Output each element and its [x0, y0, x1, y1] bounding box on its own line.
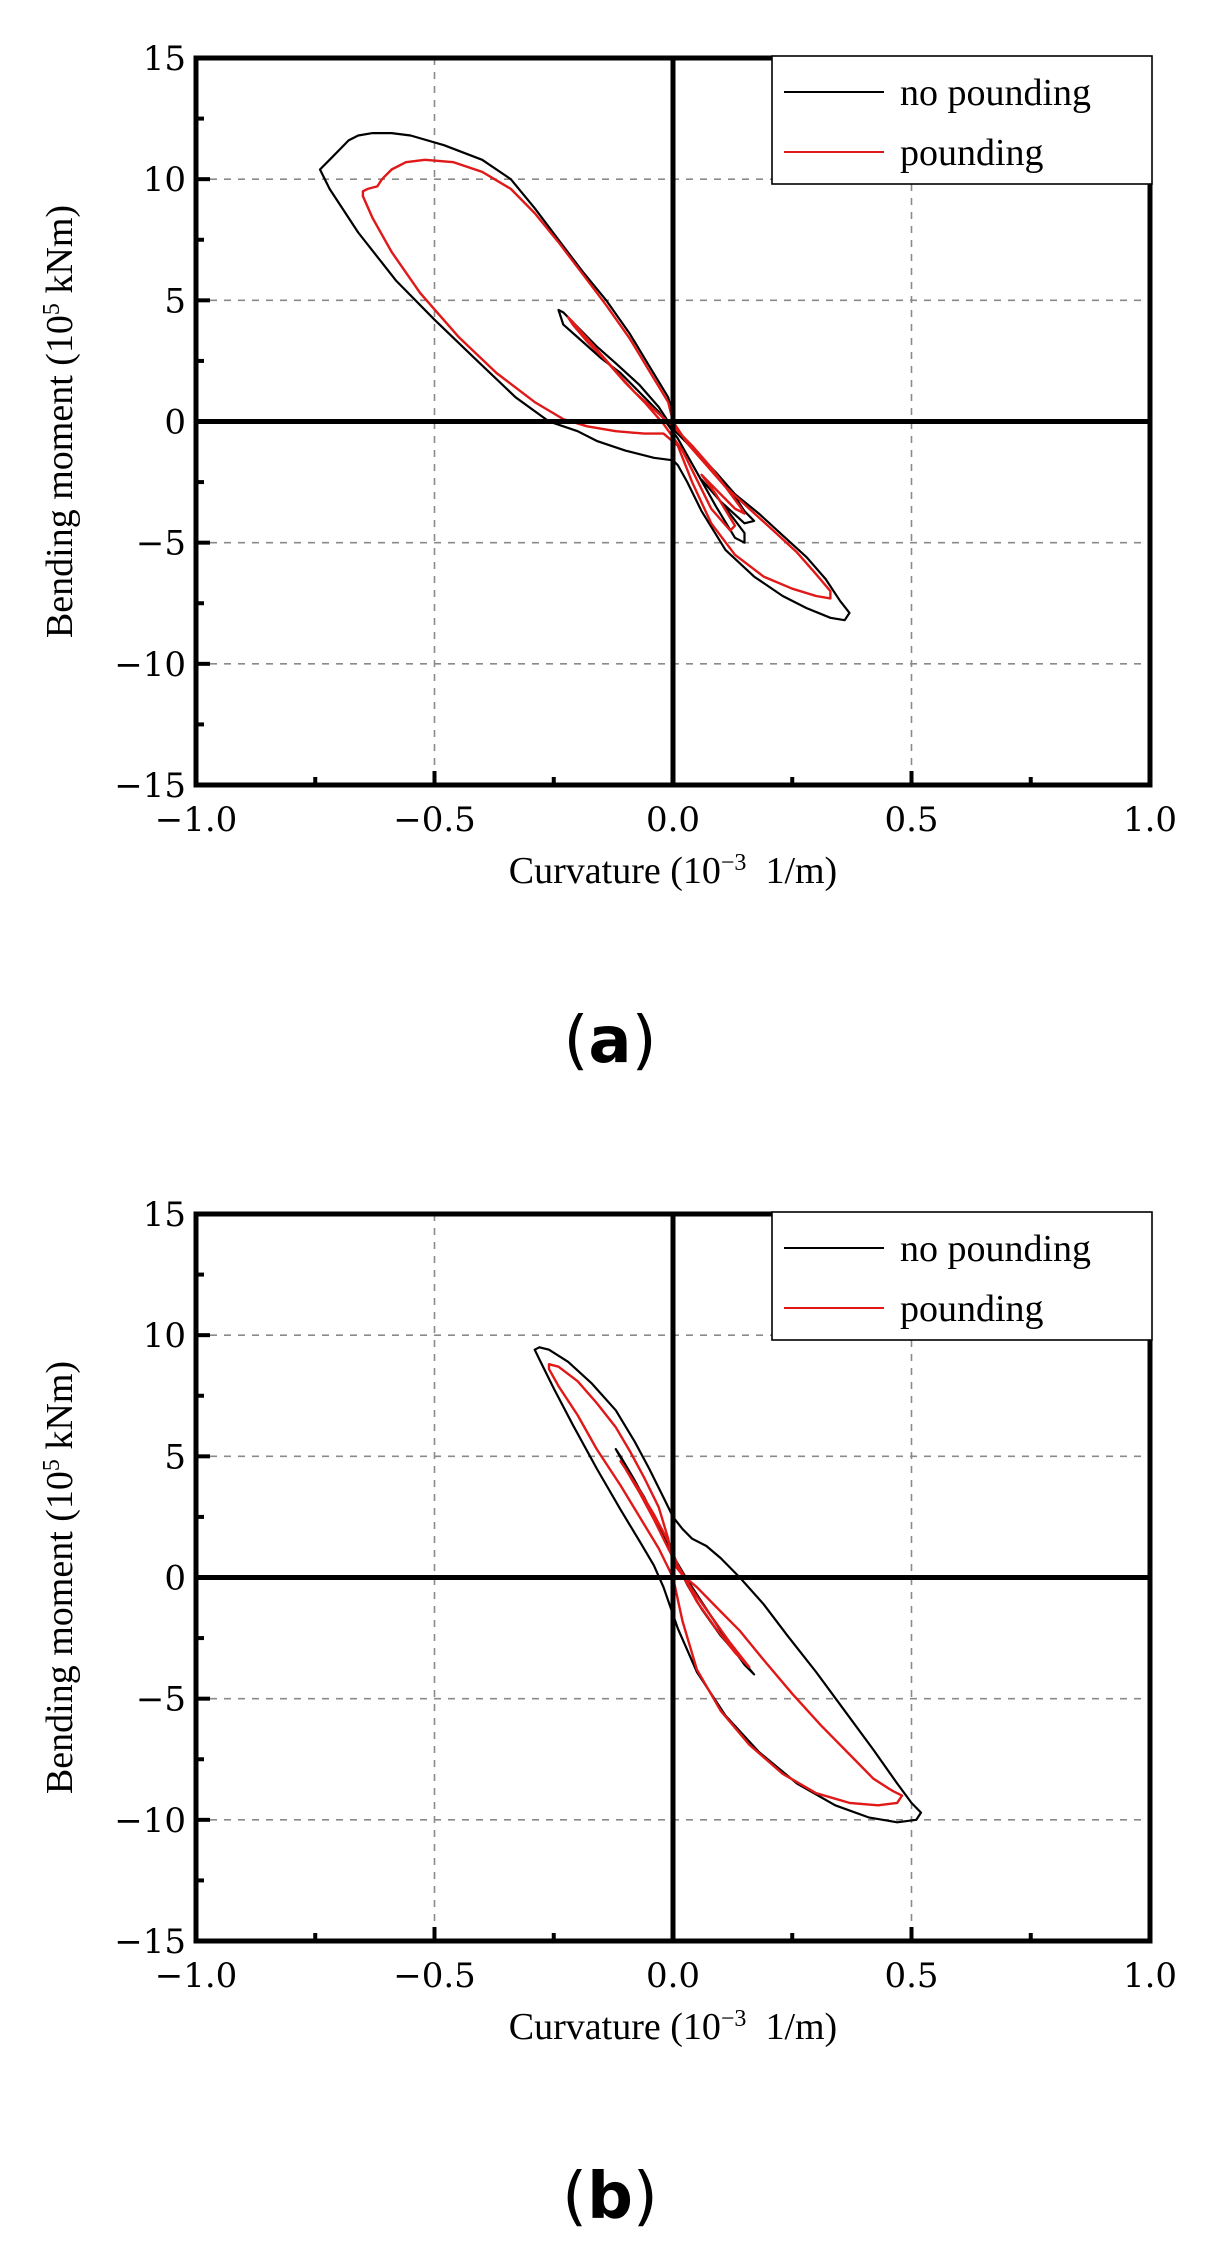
- y-tick-label: −15: [114, 1922, 186, 1962]
- y-tick-label: 10: [143, 160, 186, 200]
- x-tick-label: −1.0: [155, 1956, 238, 1996]
- series-line-no-pounding-inner: [614, 1447, 756, 1676]
- legend: no pounding pounding: [771, 1211, 1153, 1341]
- legend-label-pounding: pounding: [900, 132, 1044, 174]
- legend-box: [771, 55, 1153, 185]
- panel-label-b: (b): [562, 2160, 658, 2234]
- x-tick-label: 0.0: [646, 800, 700, 840]
- y-axis-title: Bending moment (105 kNm): [39, 205, 81, 638]
- chart-panel-b: −1.0 −0.5 0.0 0.5 1.0 −15 −10 −5 0 5 10 15 Curvatur…: [39, 1195, 1177, 2234]
- x-tick-label: 0.0: [646, 1956, 700, 1996]
- y-tick-label: −5: [136, 1680, 186, 1720]
- series-line-no-pounding: [533, 1346, 923, 1824]
- y-tick-label: 5: [164, 281, 186, 321]
- legend-label-no-pounding: no pounding: [900, 1228, 1091, 1270]
- series-line-pounding: [361, 158, 832, 600]
- series-group: [318, 132, 851, 622]
- y-tick-label: −5: [136, 524, 186, 564]
- y-tick-label: 15: [143, 39, 186, 79]
- x-tick-label: 0.5: [884, 800, 938, 840]
- y-tick-label: 0: [164, 403, 186, 443]
- x-tick-label: −0.5: [393, 800, 476, 840]
- y-axis-title: Bending moment (105 kNm): [39, 1361, 81, 1794]
- y-tick-label: −10: [114, 1801, 186, 1841]
- series-line-pounding-inner: [566, 316, 746, 532]
- x-tick-label: 1.0: [1123, 800, 1177, 840]
- legend-box: [771, 1211, 1153, 1341]
- y-tick-label: 10: [143, 1316, 186, 1356]
- y-tick-label: 0: [164, 1559, 186, 1599]
- x-tick-label: −1.0: [155, 800, 238, 840]
- chart-panel-a: −1.0 −0.5 0.0 0.5 1.0 −15 −10 −5 0 5 10 15 Curvatur…: [39, 39, 1177, 1078]
- x-tick-label: 0.5: [884, 1956, 938, 1996]
- panel-label-a: (a): [563, 1004, 656, 1078]
- y-tick-label: −15: [114, 766, 186, 806]
- y-tick-label: −10: [114, 645, 186, 685]
- legend-label-pounding: pounding: [900, 1288, 1044, 1330]
- axis-ticks: −1.0 −0.5 0.0 0.5 1.0 −15 −10 −5 0 5 10 15: [114, 1195, 1177, 1996]
- series-line-pounding-inner: [619, 1459, 751, 1669]
- axis-ticks: −1.0 −0.5 0.0 0.5 1.0 −15 −10 −5 0 5 10 15: [114, 39, 1177, 840]
- series-line-no-pounding: [318, 132, 851, 622]
- x-tick-label: −0.5: [393, 1956, 476, 1996]
- legend-label-no-pounding: no pounding: [900, 72, 1091, 114]
- y-tick-label: 5: [164, 1437, 186, 1477]
- series-line-no-pounding-inner: [557, 308, 756, 544]
- x-tick-label: 1.0: [1123, 1956, 1177, 1996]
- x-axis-title: Curvature (10−3 1/m): [509, 2006, 837, 2048]
- series-group: [533, 1346, 923, 1824]
- legend: no pounding pounding: [771, 55, 1153, 185]
- series-line-pounding: [547, 1362, 904, 1807]
- x-axis-title: Curvature (10−3 1/m): [509, 850, 837, 892]
- y-tick-label: 15: [143, 1195, 186, 1235]
